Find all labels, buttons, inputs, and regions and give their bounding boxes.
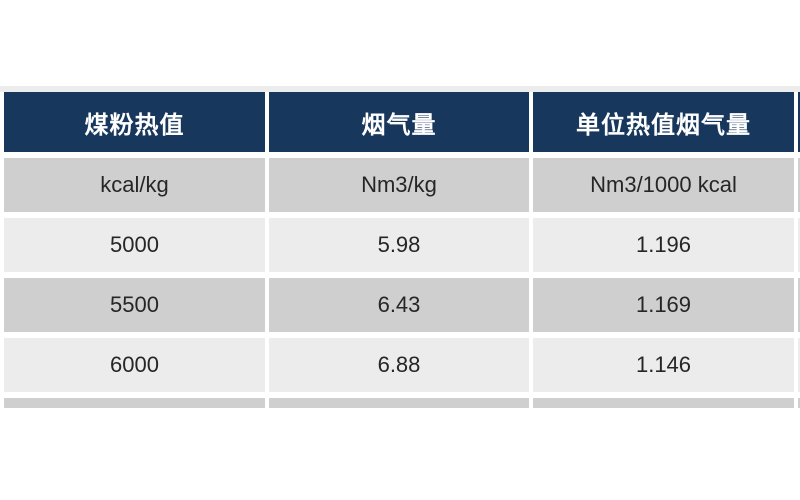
data-cell-clipped: [269, 398, 529, 408]
data-cell-clipped: [798, 398, 800, 408]
header-cell-coal-heat-value: 煤粉热值: [4, 92, 265, 152]
data-cell-clipped: [798, 278, 800, 332]
data-cell: 6.88: [269, 338, 529, 392]
data-cell: 6.43: [269, 278, 529, 332]
unit-cell-nm3-1000kcal: Nm3/1000 kcal: [533, 158, 794, 212]
table-row: 5500 6.43 1.169: [0, 278, 800, 332]
units-row: kcal/kg Nm3/kg Nm3/1000 kcal: [0, 158, 800, 212]
flue-gas-table: 煤粉热值 烟气量 单位热值烟气量 kcal/kg Nm3/kg Nm3/1000…: [0, 92, 800, 408]
header-cell-flue-gas-volume: 烟气量: [269, 92, 529, 152]
data-cell: 5.98: [269, 218, 529, 272]
data-cell: 5500: [4, 278, 265, 332]
data-cell: 1.146: [533, 338, 794, 392]
header-cell-clipped: [798, 92, 800, 152]
data-cell-clipped: [533, 398, 794, 408]
data-cell: 1.169: [533, 278, 794, 332]
unit-cell-clipped: [798, 158, 800, 212]
data-cell-clipped: [798, 218, 800, 272]
data-cell: 6000: [4, 338, 265, 392]
unit-cell-kcal-kg: kcal/kg: [4, 158, 265, 212]
table-row: 6000 6.88 1.146: [0, 338, 800, 392]
table-row-clipped: [0, 398, 800, 408]
data-cell: 5000: [4, 218, 265, 272]
table-top-border: [0, 86, 800, 92]
table-row: 5000 5.98 1.196: [0, 218, 800, 272]
data-cell-clipped: [798, 338, 800, 392]
unit-cell-nm3-kg: Nm3/kg: [269, 158, 529, 212]
data-cell-clipped: [4, 398, 265, 408]
header-cell-unit-heat-flue-gas: 单位热值烟气量: [533, 92, 794, 152]
data-cell: 1.196: [533, 218, 794, 272]
table-header-row: 煤粉热值 烟气量 单位热值烟气量: [0, 92, 800, 152]
